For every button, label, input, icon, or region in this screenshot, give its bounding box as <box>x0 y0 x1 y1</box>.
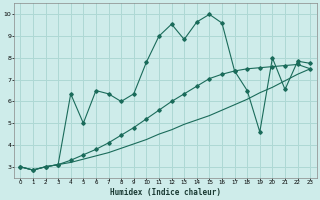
X-axis label: Humidex (Indice chaleur): Humidex (Indice chaleur) <box>110 188 221 197</box>
